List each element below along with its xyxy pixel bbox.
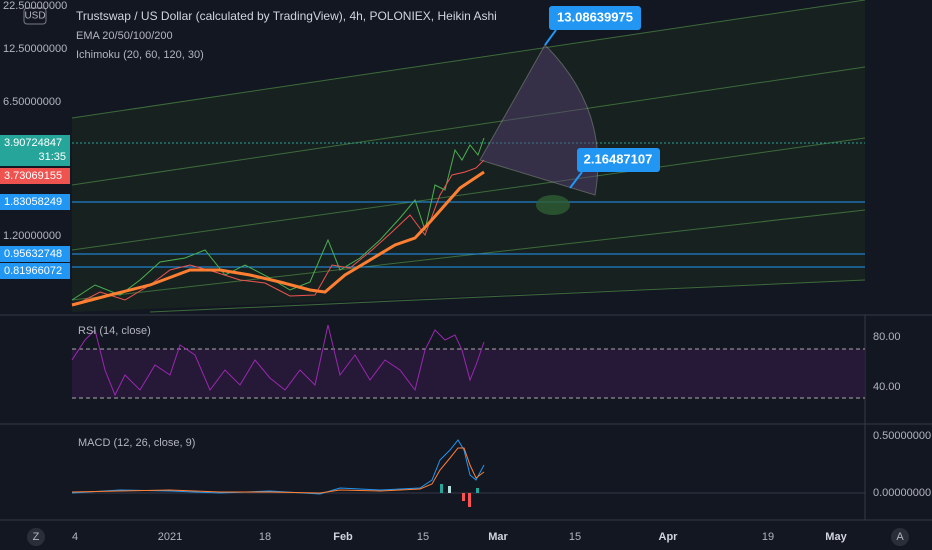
price-label: 12.50000000 <box>3 43 67 55</box>
time-label: 4 <box>72 531 78 543</box>
price <box>71 137 485 301</box>
price-label: 22.50000000 <box>3 0 67 12</box>
countdown: 31:35 <box>38 151 66 163</box>
time-axis: 4 2021 18 Feb 15 Mar 15 Apr 19 May <box>72 531 848 543</box>
ema-badge <box>0 168 70 184</box>
callout <box>549 6 641 30</box>
level-badge <box>0 246 70 262</box>
corner-button[interactable] <box>891 528 909 546</box>
levels <box>72 142 865 268</box>
callout-pointer <box>569 171 583 189</box>
ema <box>71 170 485 307</box>
macd-axis: 0.00000000 <box>873 487 931 499</box>
level-price: 0.95632748 <box>4 248 62 260</box>
callout <box>577 148 660 172</box>
time-label: 15 <box>569 531 581 543</box>
macd-axis: 0.50000000 <box>873 430 931 442</box>
ema-price: 3.73069155 <box>4 170 62 182</box>
rsi-axis: 80.00 <box>873 331 901 343</box>
time-label: Apr <box>659 531 679 543</box>
current-badge <box>0 135 70 166</box>
time-label: May <box>825 531 847 543</box>
price-red <box>74 159 485 306</box>
time-label: 15 <box>417 531 429 543</box>
level-price: 1.83058249 <box>4 196 62 208</box>
corner-left[interactable]: Z <box>33 531 40 543</box>
macd-line <box>71 439 485 495</box>
time-label: 2021 <box>158 531 182 543</box>
corner-right[interactable]: A <box>896 531 904 543</box>
level-badge <box>0 263 70 279</box>
currency: USD <box>24 11 45 22</box>
callout-text: 2.16487107 <box>584 151 653 166</box>
callout-text: 13.08639975 <box>557 9 633 24</box>
level-price: 0.81966072 <box>4 265 62 277</box>
price-label: 6.50000000 <box>3 96 61 108</box>
macd-histogram <box>440 484 479 507</box>
target-zone <box>536 195 570 215</box>
time-label: 19 <box>762 531 774 543</box>
rsi-line <box>71 324 485 397</box>
time-label: 18 <box>259 531 271 543</box>
signal-line <box>71 447 485 494</box>
time-label: Feb <box>333 531 353 543</box>
level-badge <box>0 194 70 210</box>
time-label: Mar <box>488 531 508 543</box>
rsi-axis: 40.00 <box>873 381 901 393</box>
current-price: 3.90724847 <box>4 137 62 149</box>
fan <box>479 44 599 196</box>
indicator: EMA 20/50/100/200 <box>76 30 173 42</box>
price-label: 1.20000000 <box>3 230 61 242</box>
channel <box>71 0 866 313</box>
callout-pointer <box>544 29 557 46</box>
corner-button[interactable] <box>27 528 45 546</box>
rsi-label: RSI (14, close) <box>78 325 151 337</box>
currency-badge <box>23 7 47 25</box>
title: Trustswap / US Dollar (calculated by Tra… <box>76 9 497 23</box>
indicator: Ichimoku (20, 60, 120, 30) <box>76 49 204 61</box>
macd-label: MACD (12, 26, close, 9) <box>78 437 195 449</box>
